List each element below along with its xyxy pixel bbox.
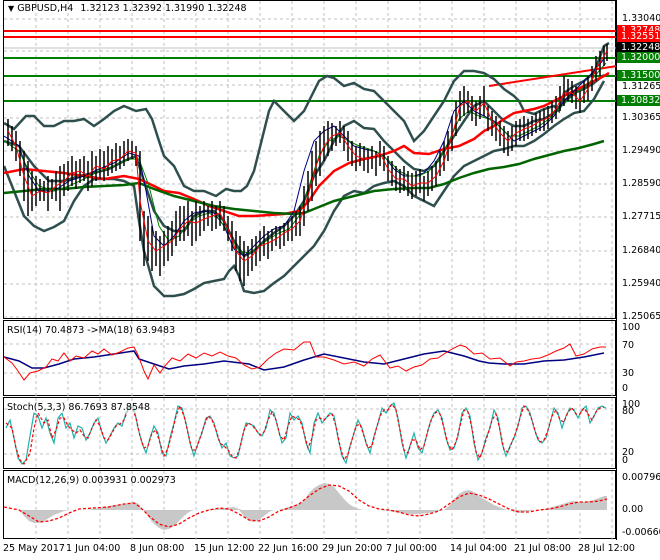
time-tick: 25 May 2017 xyxy=(3,543,65,554)
collapse-triangle-icon[interactable]: ▼ xyxy=(8,4,15,13)
price-tick: 1.33040 xyxy=(622,13,660,24)
price-tick: 1.31265 xyxy=(622,81,660,92)
time-tick: 21 Jul 08:00 xyxy=(514,543,571,554)
rsi-tick: 100 xyxy=(622,322,641,333)
price-tick: 1.28590 xyxy=(622,178,660,189)
macd-pane[interactable]: MACD(12,26,9) 0.003931 0.002973 xyxy=(3,470,616,540)
level-tag-support-1: 1.32000 xyxy=(617,52,660,63)
macd-plot xyxy=(4,471,613,540)
time-tick: 7 Jul 00:00 xyxy=(386,543,437,554)
price-tick: 1.29490 xyxy=(622,145,660,156)
time-tick: 15 Jun 12:00 xyxy=(194,543,255,554)
rsi-tick: 30 xyxy=(622,368,635,379)
stochastic-title: Stoch(5,3,3) 86.7693 87.8548 xyxy=(7,402,151,413)
stoch-tick: 0 xyxy=(622,455,629,466)
rsi-plot xyxy=(4,321,617,397)
current-price-tag: 1.32248 xyxy=(617,42,660,53)
price-bars xyxy=(7,44,608,286)
price-tick: 1.27715 xyxy=(622,211,660,222)
chart-header: ▼ GBPUSD,H4 1.32123 1.32392 1.31990 1.32… xyxy=(8,3,247,14)
stochastic-pane[interactable]: Stoch(5,3,3) 86.7693 87.8548 xyxy=(3,397,617,470)
time-tick: 28 Jul 12:00 xyxy=(578,543,635,554)
price-tick: 1.26840 xyxy=(622,245,660,256)
stoch-tick: 80 xyxy=(622,406,635,417)
price-chart-pane[interactable]: ▼ GBPUSD,H4 1.32123 1.32392 1.31990 1.32… xyxy=(3,0,617,320)
time-tick: 29 Jun 20:00 xyxy=(322,543,383,554)
price-tick: 1.25065 xyxy=(622,311,660,322)
level-tag-resistance-2: 1.32551 xyxy=(617,31,660,42)
rsi-pane[interactable]: RSI(14) 70.4873 ->MA(18) 63.9483 xyxy=(3,320,617,397)
macd-tick: -0.006601 xyxy=(622,527,660,538)
time-tick: 22 Jun 16:00 xyxy=(258,543,319,554)
ohlc-values: 1.32123 1.32392 1.31990 1.32248 xyxy=(80,3,247,14)
level-tag-support-2: 1.31500 xyxy=(617,70,660,81)
price-tick: 1.25940 xyxy=(622,278,660,289)
rsi-title: RSI(14) 70.4873 ->MA(18) 63.9483 xyxy=(7,325,176,336)
level-tag-resistance-1: 1.32748 xyxy=(617,25,660,36)
rsi-tick: 0 xyxy=(622,383,629,394)
macd-title: MACD(12,26,9) 0.003931 0.002973 xyxy=(7,475,176,486)
macd-tick: 0.00 xyxy=(622,504,644,515)
time-tick: 1 Jun 04:00 xyxy=(66,543,121,554)
macd-tick: 0.007961 xyxy=(622,472,660,483)
time-tick: 8 Jun 08:00 xyxy=(130,543,185,554)
stoch-tick: 20 xyxy=(622,447,635,458)
stoch-tick: 100 xyxy=(622,399,641,410)
macd-histogram xyxy=(14,483,607,530)
price-tick: 1.30365 xyxy=(622,112,660,123)
symbol-timeframe: GBPUSD,H4 xyxy=(17,3,74,14)
price-axis-border xyxy=(616,0,617,540)
price-chart-plot xyxy=(4,1,617,320)
time-tick: 14 Jul 04:00 xyxy=(450,543,507,554)
level-tag-support-3: 1.30832 xyxy=(617,95,660,106)
rsi-tick: 70 xyxy=(622,340,635,351)
